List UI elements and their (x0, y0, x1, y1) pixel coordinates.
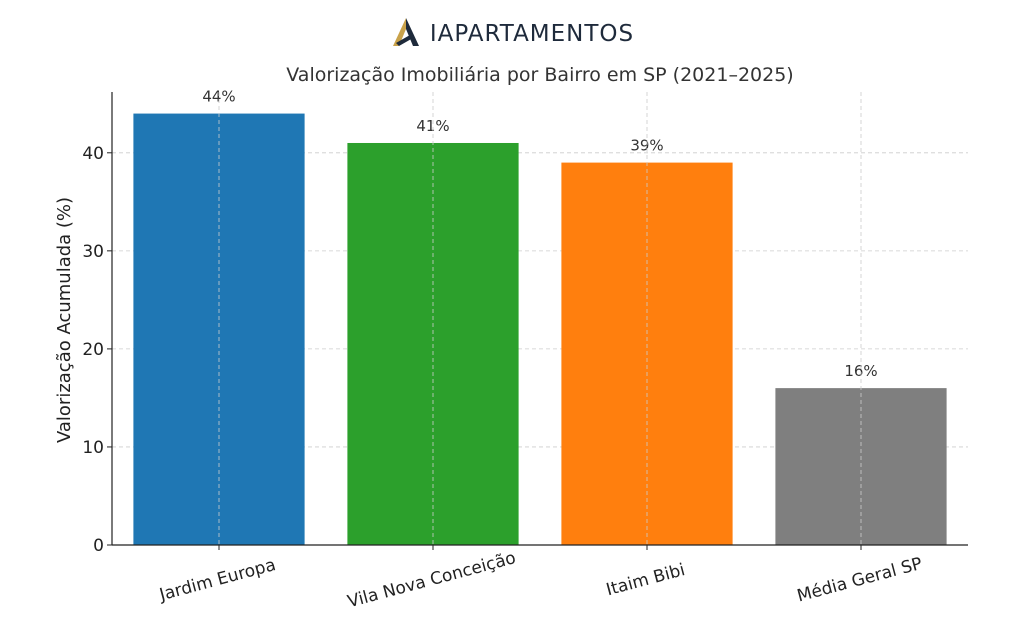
logo-a-icon (390, 16, 422, 52)
data-label: 39% (630, 137, 663, 155)
data-label: 16% (844, 362, 877, 380)
y-tick-label: 10 (82, 438, 104, 458)
y-axis-label: Valorização Acumulada (%) (54, 197, 75, 443)
brand-name: IAPARTAMENTOS (429, 21, 635, 47)
y-tick-label: 0 (93, 536, 104, 556)
data-label: 44% (202, 88, 235, 106)
x-tick-label: Média Geral SP (795, 554, 924, 607)
brand-logo: IAPARTAMENTOS (390, 16, 634, 52)
x-tick-label: Vila Nova Conceição (345, 548, 518, 612)
y-tick-label: 30 (82, 242, 104, 262)
axes (107, 92, 968, 550)
x-tick-label: Itaim Bibi (604, 560, 687, 600)
y-tick-label: 40 (82, 144, 104, 164)
chart-title: Valorização Imobiliária por Bairro em SP… (286, 64, 793, 86)
bars-group (133, 113, 947, 546)
brand-header: IAPARTAMENTOS (0, 14, 1024, 54)
y-tick-label: 20 (82, 340, 104, 360)
x-tick-label: Jardim Europa (157, 555, 278, 605)
data-label: 41% (416, 117, 449, 135)
